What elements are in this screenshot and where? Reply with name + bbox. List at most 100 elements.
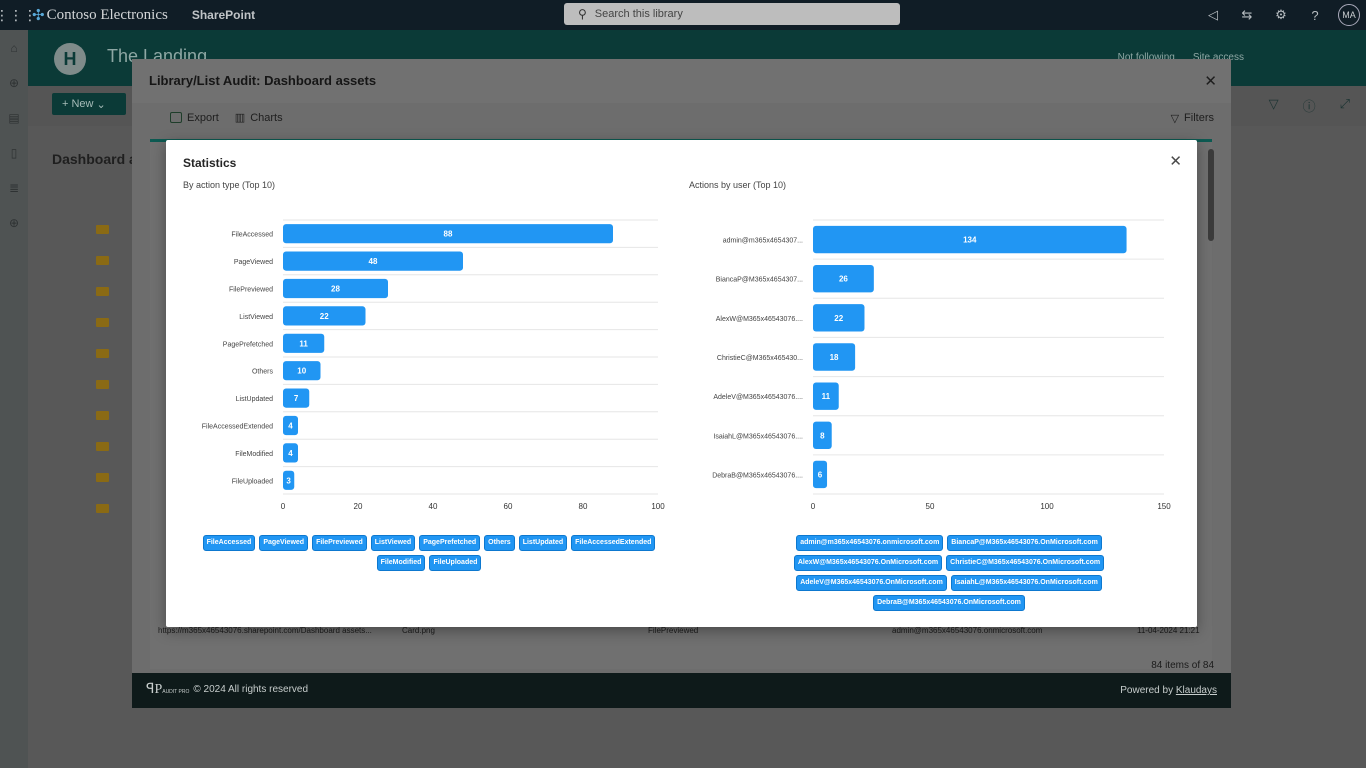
legend-item[interactable]: FileAccessedExtended [571, 535, 656, 551]
legend-item[interactable]: FileAccessed [202, 535, 256, 551]
data-label: 22 [834, 314, 843, 323]
folder-icon [96, 255, 109, 265]
follow-button[interactable]: Not following [1117, 52, 1175, 63]
cell-url: https://m365x46543076.sharepoint.com/Das… [158, 626, 372, 635]
legend-item[interactable]: Others [484, 535, 515, 551]
folder-icon [96, 503, 109, 513]
tick-label: 80 [579, 502, 588, 511]
bar-AlexW@M365x46543076.... [813, 304, 865, 332]
tick-label: 0 [281, 502, 286, 511]
bar-FileAccessed [283, 224, 613, 244]
bar-admin@m365x4654307... [813, 225, 1127, 254]
list-item[interactable] [96, 439, 136, 453]
site-logo[interactable]: H [54, 43, 86, 75]
data-label: 11 [299, 339, 308, 348]
gear-icon[interactable]: ⚙ [1275, 7, 1287, 22]
list-item[interactable] [96, 222, 136, 236]
audit-footer: ꟼPAUDIT PRO © 2024 All rights reserved P… [132, 673, 1231, 708]
list-item[interactable] [96, 377, 136, 391]
audit-pro-logo: ꟼPAUDIT PRO [146, 682, 190, 697]
brand-logo-icon: ✣ [32, 7, 45, 24]
filter-icon: ▽ [1170, 113, 1180, 125]
legend-item[interactable]: AlexW@M365x46543076.OnMicrosoft.com [793, 555, 943, 571]
footer-left: ꟼPAUDIT PRO © 2024 All rights reserved [146, 681, 308, 698]
legend-item[interactable]: PageViewed [259, 535, 309, 551]
home-icon[interactable]: ⌂ [10, 40, 18, 55]
data-label: 28 [331, 285, 340, 294]
data-label: 88 [444, 230, 453, 239]
audit-scrollbar[interactable] [1207, 149, 1215, 629]
filters-label: Filters [1184, 112, 1214, 124]
search-icon: ⚲ [578, 7, 587, 21]
brand[interactable]: ✣ Contoso Electronics [32, 6, 168, 25]
legend-item[interactable]: FilePreviewed [312, 535, 367, 551]
create-icon[interactable]: ⊕ [8, 215, 20, 230]
export-button[interactable]: Export [170, 111, 219, 124]
legend-item[interactable]: FileUploaded [429, 555, 482, 571]
data-label: 134 [963, 236, 977, 245]
scrollbar-thumb[interactable] [1208, 149, 1214, 241]
file-icon[interactable]: ▯ [10, 145, 18, 160]
info-icon[interactable]: ⓘ [1302, 99, 1316, 114]
legend-item[interactable]: FileModified [376, 555, 426, 571]
list-item[interactable] [96, 501, 136, 515]
tick-label: 50 [926, 502, 935, 511]
category-label: Others [252, 369, 274, 376]
category-label: ListUpdated [236, 396, 273, 403]
list-item[interactable] [96, 408, 136, 422]
search-box[interactable]: ⚲ Search this library [564, 3, 900, 25]
globe-icon[interactable]: ⊕ [8, 75, 20, 90]
list-item[interactable] [96, 253, 136, 267]
category-label: PageViewed [234, 259, 273, 266]
new-button[interactable]: + New ⌄ [52, 93, 126, 115]
list-icon[interactable]: ≣ [8, 180, 20, 195]
category-label: ListViewed [239, 314, 273, 321]
expand-icon[interactable]: ⤢ [1339, 96, 1350, 111]
legend-item[interactable]: IsaiahL@M365x46543076.OnMicrosoft.com [950, 575, 1102, 591]
list-item[interactable] [96, 284, 136, 298]
news-icon[interactable]: ▤ [8, 110, 20, 125]
megaphone-icon[interactable]: ◁ [1208, 7, 1218, 22]
avatar[interactable]: MA [1338, 4, 1360, 26]
legend-item[interactable]: ListViewed [370, 535, 416, 551]
category-label: DebraB@M365x46543076.... [712, 472, 803, 479]
tick-label: 100 [651, 502, 665, 511]
legend-item[interactable]: ListUpdated [518, 535, 568, 551]
close-icon[interactable]: ✕ [1169, 153, 1182, 170]
suite-app-name[interactable]: SharePoint [191, 8, 256, 22]
share-icon[interactable]: ⇆ [1241, 7, 1253, 22]
list-item[interactable] [96, 470, 136, 484]
bar-FileModified [283, 443, 298, 463]
command-bar-right: ▽ ⓘ ⤢ [1269, 96, 1350, 115]
cell-file: Card.png [402, 626, 435, 635]
legend-item[interactable]: ChristieC@M365x46543076.OnMicrosoft.com [946, 555, 1105, 571]
copyright: © 2024 All rights reserved [193, 684, 309, 695]
audit-close-icon[interactable]: ✕ [1204, 73, 1217, 90]
legend-item[interactable]: DebraB@M365x46543076.OnMicrosoft.com [873, 595, 1025, 611]
site-access-button[interactable]: Site access [1192, 52, 1244, 63]
user-chart: Actions by user (Top 10) admin@m365x4654… [689, 180, 1179, 620]
bar-ListUpdated [283, 388, 310, 408]
powered-by-link[interactable]: Klaudays [1175, 685, 1217, 696]
tick-label: 0 [811, 502, 816, 511]
app-launcher-icon[interactable]: ⋮⋮⋮ [0, 6, 37, 23]
list-item[interactable] [96, 346, 136, 360]
list-item[interactable] [96, 315, 136, 329]
filters-button[interactable]: ▽ Filters [1171, 112, 1214, 125]
charts-button[interactable]: ▥ Charts [235, 111, 283, 125]
category-label: FilePreviewed [229, 287, 273, 294]
legend-item[interactable]: AdeleV@M365x46543076.OnMicrosoft.com [796, 575, 947, 591]
folder-icon [96, 410, 109, 420]
tick-label: 150 [1157, 502, 1171, 511]
legend-item[interactable]: BiancaP@M365x46543076.OnMicrosoft.com [947, 535, 1102, 551]
left-rail: ⌂ ⊕ ▤ ▯ ≣ ⊕ [0, 30, 28, 768]
legend-item[interactable]: admin@m365x46543076.onmicrosoft.com [796, 535, 944, 551]
help-icon[interactable]: ? [1311, 7, 1319, 23]
data-label: 26 [839, 275, 848, 284]
category-label: BiancaP@M365x4654307... [716, 277, 803, 284]
category-label: FileAccessedExtended [202, 424, 273, 431]
bar-FileAccessedExtended [283, 415, 298, 436]
legend-item[interactable]: PagePrefetched [419, 535, 481, 551]
audit-header: Library/List Audit: Dashboard assets ✕ [132, 59, 1231, 103]
filter-icon[interactable]: ▽ [1268, 96, 1279, 111]
